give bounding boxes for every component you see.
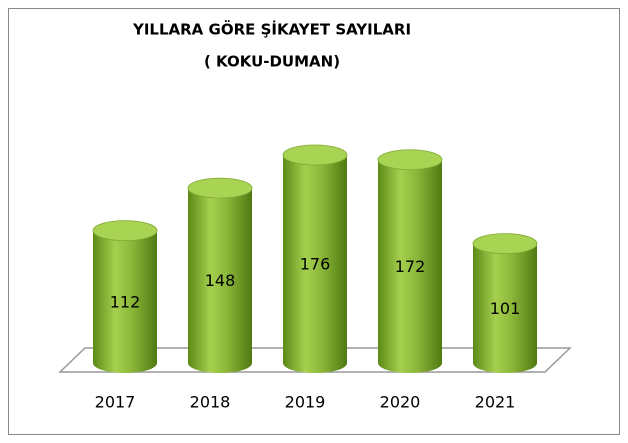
bar-top (472, 233, 538, 255)
x-tick-label: 2017 (95, 393, 136, 412)
bar (282, 144, 348, 373)
bar-top (282, 144, 348, 166)
data-label: 101 (490, 299, 521, 318)
bar (187, 177, 253, 373)
x-tick-label: 2018 (190, 393, 231, 412)
chart-subtitle: ( KOKU-DUMAN) (204, 53, 340, 71)
bar-body (283, 155, 347, 373)
data-label: 172 (395, 257, 426, 276)
bar-top (92, 220, 158, 242)
bar-top (377, 149, 443, 171)
bar (377, 149, 443, 373)
x-tick-label: 2021 (475, 393, 516, 412)
chart-title: YILLARA GÖRE ŞİKAYET SAYILARI (132, 20, 411, 39)
data-label: 112 (110, 292, 141, 311)
bar-body (378, 159, 442, 373)
bar-body (473, 243, 537, 373)
bar (472, 233, 538, 373)
data-label: 176 (300, 255, 331, 274)
data-label: 148 (205, 271, 236, 290)
bar-top (187, 177, 253, 199)
bar (92, 220, 158, 373)
x-tick-label: 2020 (380, 393, 421, 412)
bar-body (188, 188, 252, 373)
x-tick-label: 2019 (285, 393, 326, 412)
bar-body (93, 230, 157, 373)
